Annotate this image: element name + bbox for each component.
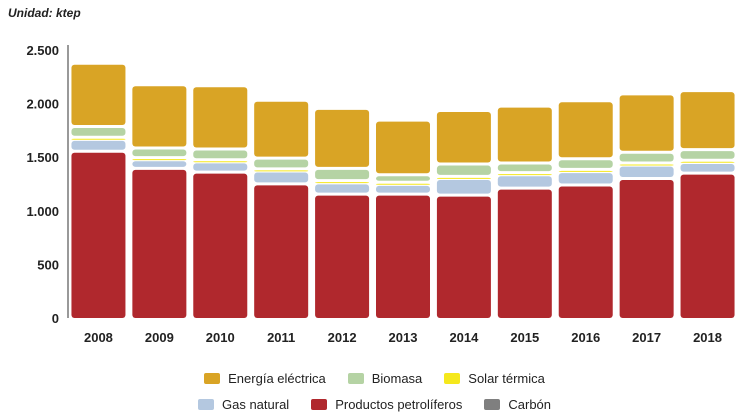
y-tick-label: 1.000 [26,204,59,219]
bar-segment [619,166,674,178]
x-tick-label: 2013 [389,330,418,345]
x-tick-label: 2014 [449,330,479,345]
x-tick-label: 2016 [571,330,600,345]
x-tick-label: 2017 [632,330,661,345]
legend-item: Productos petrolíferos [311,397,462,412]
stacked-bar-chart: 0 500 1.000 1.500 2.000 2.500 2008 2009 2010 2011… [26,43,735,345]
bar-segment [619,180,674,318]
bar-segment [193,161,248,163]
bar-segment [376,121,430,174]
bar-segment [254,185,309,318]
legend-label: Solar térmica [468,371,545,386]
legend-swatch [311,399,328,410]
legend-swatch [484,399,501,410]
y-tick-label: 1.500 [26,150,59,165]
bar-segment [315,195,370,318]
bar-segment [71,64,126,126]
bar-segment [254,101,309,157]
bar-segment [132,86,187,147]
bar-segment [71,152,126,318]
bar-segment [254,170,309,172]
bar-segment [132,149,187,157]
y-tick-label: 2.000 [26,97,59,112]
legend-item: Energía eléctrica [204,371,326,386]
legend-label: Carbón [508,397,552,412]
bar-segment [193,173,248,318]
bar-segment [315,169,370,180]
legend-item: Carbón [484,397,551,412]
legend-swatch [444,373,461,384]
bar-segment [376,195,430,318]
legend-label: Energía eléctrica [228,371,326,386]
unit-label: Unidad: ktep [8,6,81,20]
bar-segment [680,161,735,163]
x-tick-label: 2011 [267,330,295,345]
y-tick-label: 500 [37,257,59,272]
bar-segment [71,128,126,136]
legend-swatch [197,399,214,410]
bar-segment [376,185,430,193]
legend-label: Biomasa [371,371,423,386]
bar-segment [619,153,674,162]
bar-segment [132,161,187,167]
x-tick-label: 2008 [84,330,113,345]
y-tick-label: 2.500 [26,43,59,58]
bar-segment [436,177,491,179]
bar-segment [132,159,187,161]
x-tick-label: 2018 [693,330,722,345]
legend-row-2: Gas natural Productos petrolíferos Carbón [0,397,749,412]
bar-segment [497,176,552,187]
bar-segment [558,170,613,172]
bar-segment [436,111,491,163]
legend-row-1: Energía eléctrica Biomasa Solar térmica [0,371,749,386]
bar-segment [680,174,735,318]
bar-segment [558,102,613,158]
bar-segment [619,164,674,166]
bar-segment [680,163,735,172]
bar-segment [193,163,248,171]
bar-segment [254,172,309,183]
bar-segment [315,184,370,193]
bar-segment [619,95,674,151]
bar-segment [315,182,370,184]
bar-segment [193,150,248,159]
x-tick-label: 2012 [328,330,357,345]
bar-segment [71,138,126,140]
bar-segment [315,109,370,167]
legend-item: Gas natural [197,397,290,412]
bar-segment [376,176,430,181]
legend-swatch [347,373,364,384]
bar-segment [254,159,309,168]
bar-segment [436,165,491,175]
bar-segment [497,189,552,318]
legend-swatch [204,373,221,384]
bar-segment [71,140,126,150]
bar-segment [680,151,735,159]
bar-segment [680,92,735,149]
bar-segment [497,174,552,176]
bar-segment [558,173,613,184]
legend-label: Productos petrolíferos [335,397,463,412]
bar-segment [193,87,248,148]
bar-segment [436,180,491,194]
bar-segment [436,196,491,318]
bar-segment [497,107,552,162]
bar-segment [376,183,430,185]
bar-segment [497,164,552,172]
legend-item: Solar térmica [444,371,545,386]
x-tick-label: 2010 [206,330,235,345]
bar-segment [132,169,187,318]
x-tick-label: 2015 [510,330,539,345]
legend-item: Biomasa [347,371,423,386]
legend-label: Gas natural [221,397,290,412]
bar-segment [558,160,613,168]
x-tick-label: 2009 [145,330,174,345]
y-tick-label: 0 [52,311,59,326]
bar-segment [558,186,613,318]
